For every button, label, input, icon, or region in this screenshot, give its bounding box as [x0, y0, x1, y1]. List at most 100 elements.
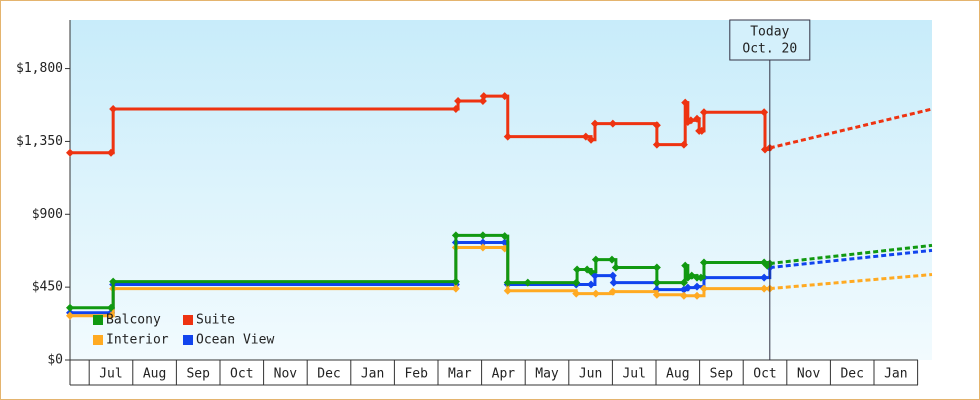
y-tick-label: $1,350 — [16, 134, 63, 149]
marker — [454, 96, 463, 105]
marker — [683, 283, 692, 292]
marker — [573, 265, 582, 274]
marker — [760, 284, 769, 293]
marker — [587, 135, 596, 144]
marker — [692, 282, 701, 291]
marker — [572, 278, 581, 287]
today-label: Oct. 20 — [742, 42, 797, 57]
marker — [692, 291, 701, 300]
x-tick-label: Sep — [710, 367, 734, 382]
plot-area — [70, 20, 932, 360]
marker — [607, 255, 616, 264]
legend-label: Balcony — [106, 313, 161, 328]
marker — [106, 303, 115, 312]
marker — [591, 289, 600, 298]
y-tick-label: $0 — [47, 353, 63, 368]
today-box — [729, 19, 811, 61]
marker — [591, 255, 600, 264]
marker — [696, 273, 705, 282]
x-tick-label: Sep — [186, 367, 210, 382]
today-label: Today — [750, 25, 789, 40]
marker — [523, 278, 532, 287]
marker — [587, 267, 596, 276]
marker — [451, 105, 460, 114]
x-tick-label: Dec — [317, 367, 340, 382]
forecast-line — [769, 273, 933, 291]
x-tick-label: Apr — [492, 367, 516, 382]
x-tick-label: Feb — [404, 367, 428, 382]
marker — [652, 140, 661, 149]
marker — [109, 277, 118, 286]
marker — [478, 238, 487, 247]
marker — [478, 243, 487, 252]
marker — [760, 273, 769, 282]
x-tick-label: Aug — [143, 367, 166, 382]
x-tick-label: Jan — [361, 367, 384, 382]
marker — [699, 258, 708, 267]
marker — [679, 278, 688, 287]
marker — [587, 280, 596, 289]
marker — [608, 287, 617, 296]
marker — [106, 311, 115, 320]
marker — [686, 116, 695, 125]
marker — [699, 284, 708, 293]
x-tick-label: Nov — [274, 367, 298, 382]
x-tick-label: May — [535, 367, 559, 382]
marker — [679, 291, 688, 300]
x-tick-label: Nov — [797, 367, 821, 382]
forecast-line — [769, 243, 933, 265]
marker — [681, 261, 690, 270]
forecast-line — [769, 248, 933, 270]
marker — [479, 92, 488, 101]
x-tick-label: Dec — [840, 367, 863, 382]
marker — [503, 132, 512, 141]
y-tick-label: $1,800 — [16, 61, 63, 76]
y-tick-label: $450 — [32, 280, 63, 295]
marker — [608, 271, 617, 280]
marker — [679, 140, 688, 149]
marker — [451, 277, 460, 286]
marker — [590, 119, 599, 128]
x-tick-label: Aug — [666, 367, 689, 382]
marker — [699, 108, 708, 117]
x-tick-label: Jan — [884, 367, 907, 382]
x-tick-label: Mar — [448, 367, 472, 382]
x-tick-label: Oct — [230, 367, 253, 382]
marker — [66, 303, 74, 312]
marker — [697, 126, 706, 135]
forecast-line — [769, 107, 933, 150]
marker — [581, 132, 590, 141]
marker — [608, 119, 617, 128]
marker — [572, 289, 581, 298]
legend-swatch — [93, 315, 103, 325]
marker — [760, 108, 769, 117]
legend-label: Suite — [196, 313, 235, 328]
marker — [66, 311, 74, 320]
marker — [652, 121, 661, 130]
marker — [652, 290, 661, 299]
marker — [451, 284, 460, 293]
legend-swatch — [183, 335, 193, 345]
x-tick-label: Oct — [753, 367, 776, 382]
marker — [106, 148, 115, 157]
x-tick-label: Jul — [99, 367, 122, 382]
marker — [609, 278, 618, 287]
marker — [692, 114, 701, 123]
marker — [652, 263, 661, 272]
marker — [503, 286, 512, 295]
x-tick-label: Jul — [622, 367, 645, 382]
marker — [109, 105, 118, 114]
marker — [681, 98, 690, 107]
marker — [503, 278, 512, 287]
legend-label: Interior — [106, 333, 169, 348]
marker — [500, 232, 509, 241]
legend-label: Ocean View — [196, 333, 274, 348]
marker — [611, 263, 620, 272]
x-tick-label: Jun — [579, 367, 602, 382]
legend-swatch — [93, 335, 103, 345]
marker — [478, 231, 487, 240]
legend-swatch — [183, 315, 193, 325]
marker — [652, 278, 661, 287]
marker — [500, 92, 509, 101]
